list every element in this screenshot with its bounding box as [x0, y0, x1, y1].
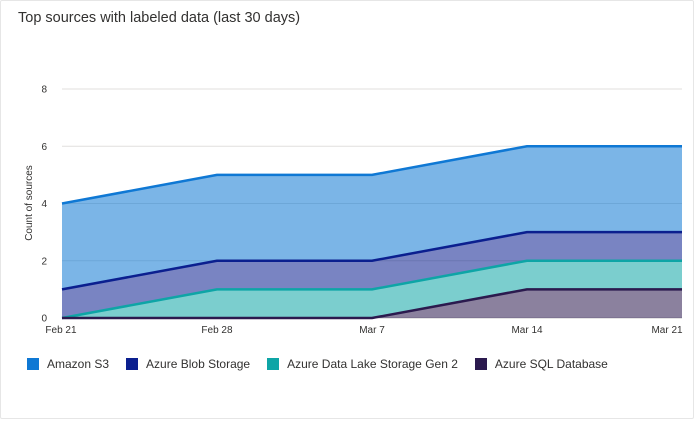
legend-label: Azure Data Lake Storage Gen 2 [287, 357, 458, 371]
y-tick-label: 4 [41, 199, 47, 210]
y-tick-label: 8 [41, 85, 47, 96]
chart-legend: Amazon S3 Azure Blob Storage Azure Data La… [27, 357, 625, 371]
legend-swatch [267, 358, 280, 370]
x-tick-label: Mar 7 [359, 325, 385, 336]
legend-label: Azure SQL Database [494, 357, 608, 371]
x-tick-label: Feb 21 [45, 325, 77, 336]
area-azure-blob-storage [62, 232, 682, 318]
legend-label: Amazon S3 [47, 357, 110, 371]
x-tick-label: Mar 21 [651, 325, 683, 336]
legend-swatch [126, 358, 139, 370]
line-amazon-s3 [61, 145, 682, 205]
x-axis-ticks: Feb 21 Feb 28 Mar 7 Mar 14 Mar 21 [45, 325, 683, 336]
line-azure-data-lake-storage-gen-2 [61, 259, 682, 320]
y-tick-label: 0 [41, 314, 47, 325]
chart-title: Top sources with labeled data (last 30 d… [18, 10, 301, 26]
line-azure-sql-database [62, 288, 682, 320]
y-tick-label: 2 [41, 256, 47, 267]
series-areas [61, 145, 682, 320]
area-azure-sql-database [62, 289, 682, 318]
legend-item[interactable]: Azure Blob Storage [126, 357, 250, 371]
area-chart: 0 2 4 6 8 Feb 21 Feb 28 Mar 7 Mar 14 Mar 21 Coun… [24, 85, 683, 337]
area-amazon-s3 [62, 146, 682, 290]
legend-item[interactable]: Amazon S3 [27, 357, 109, 371]
legend-swatch [27, 358, 39, 370]
y-tick-label: 6 [41, 142, 47, 153]
x-tick-label: Mar 14 [511, 325, 543, 336]
y-axis-ticks: 0 2 4 6 8 [41, 85, 47, 325]
y-axis-label: Count of sources [24, 165, 35, 241]
legend-item[interactable]: Azure Data Lake Storage Gen 2 [267, 357, 458, 371]
legend-item[interactable]: Azure SQL Database [474, 357, 608, 371]
x-tick-label: Feb 28 [201, 325, 233, 336]
legend-label: Azure Blob Storage [146, 357, 251, 371]
line-azure-blob-storage [61, 230, 682, 291]
legend-swatch [474, 358, 487, 370]
